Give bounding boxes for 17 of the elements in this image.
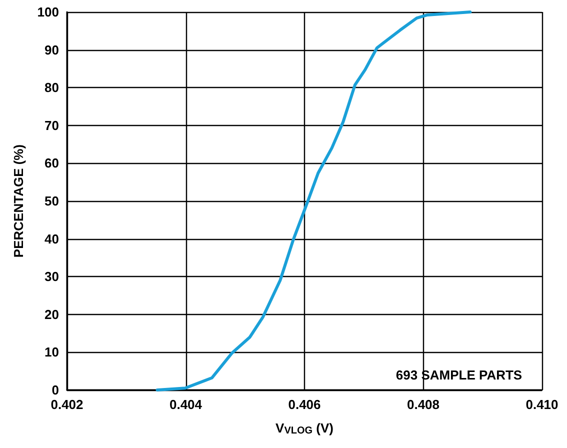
x-tick-label: 0.402 (50, 397, 84, 412)
y-tick-label: 20 (44, 306, 59, 322)
x-tick-label: 0.408 (406, 397, 440, 412)
x-tick-label: 0.410 (526, 397, 558, 412)
x-tick-label: 0.404 (169, 397, 203, 412)
y-tick-label: 10 (44, 344, 59, 360)
y-axis-title: PERCENTAGE (%) (11, 144, 26, 258)
y-tick-label: 0 (52, 382, 59, 398)
y-tick-label: 80 (44, 80, 59, 96)
y-tick-label: 60 (44, 156, 59, 171)
y-tick-label: 100 (37, 4, 59, 20)
y-tick-label: 70 (44, 118, 59, 133)
y-tick-label: 50 (44, 194, 59, 208)
y-tick-label: 40 (44, 231, 59, 246)
x-tick-label: 0.406 (288, 397, 321, 412)
y-tick-label: 90 (44, 42, 59, 58)
y-tick-label: 30 (44, 269, 59, 284)
